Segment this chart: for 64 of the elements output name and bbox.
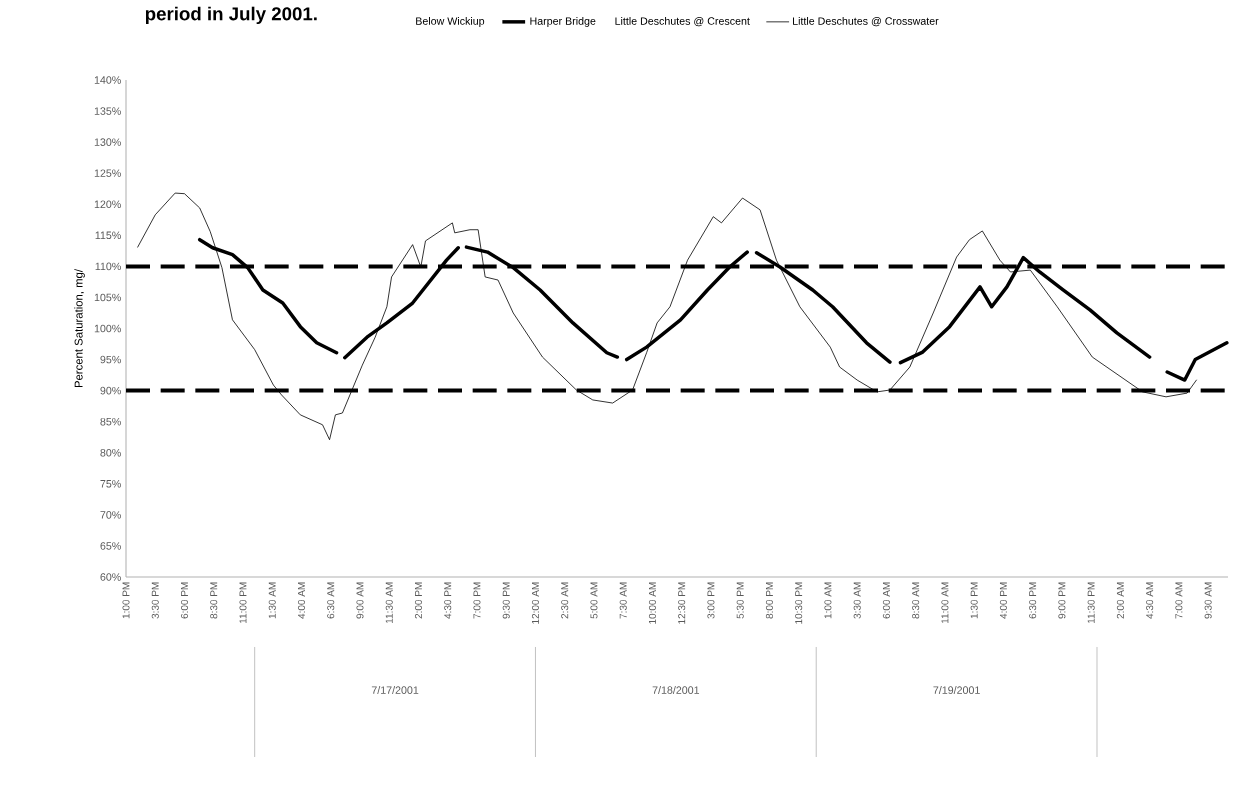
y-axis-title: Percent Saturation, mg/ xyxy=(74,268,85,388)
x-tick-label: 2:00 PM xyxy=(414,582,423,619)
x-tick-label: 6:30 AM xyxy=(327,582,335,619)
x-tick-label: 8:30 AM xyxy=(912,582,920,619)
x-tick-label: 6:00 AM xyxy=(882,582,890,619)
y-tick-label: 135% xyxy=(94,107,121,115)
text: 7/18/2001 xyxy=(652,686,700,694)
x-tick-label: 1:30 AM xyxy=(268,582,276,619)
x-tick-label: 6:00 PM xyxy=(180,582,189,619)
x-tick-label: 3:30 AM xyxy=(853,582,861,619)
x-tick-label: 12:30 PM xyxy=(678,582,686,624)
x-tick-label: 11:30 AM xyxy=(385,582,393,624)
x-tick-label: 4:00 AM xyxy=(297,582,306,619)
x-tick-label: 6:30 PM xyxy=(1029,582,1037,619)
y-tick-label: 90% xyxy=(100,386,121,395)
x-tick-label: 5:30 PM xyxy=(736,582,744,619)
legend-label: Harper Bridge xyxy=(530,16,596,27)
x-tick-label: 4:00 PM xyxy=(999,582,1007,619)
x-tick-label: 9:00 PM xyxy=(1058,582,1066,619)
y-tick-label: 110% xyxy=(95,262,121,271)
x-tick-label: 3:30 PM xyxy=(151,582,159,619)
y-tick-label: 65% xyxy=(100,542,121,550)
y-tick-label: 130% xyxy=(94,138,121,146)
x-tick-label: 5:00 AM xyxy=(590,582,598,619)
y-tick-label: 105% xyxy=(94,293,121,302)
y-tick-label: 75% xyxy=(100,480,121,488)
text: 7/19/2001 xyxy=(933,686,980,694)
x-tick-label: 9:30 PM xyxy=(502,582,510,619)
x-tick-label: 9:00 AM xyxy=(356,582,364,619)
legend-label: Little Deschutes @ Crosswater xyxy=(793,16,939,27)
text: Little Deschutes @ Crescent xyxy=(615,16,750,27)
x-tick-label: 8:00 PM xyxy=(765,582,773,619)
y-tick-label: 60% xyxy=(100,573,121,581)
x-tick-label: 10:00 AM xyxy=(648,582,656,624)
x-tick-label: 11:30 PM xyxy=(1087,582,1095,624)
x-tick-label: 4:30 PM xyxy=(444,582,452,619)
x-tick-label: 1:00 AM xyxy=(824,582,832,619)
x-tick-label: 7:30 AM xyxy=(619,582,627,619)
x-tick-label: 7:00 AM xyxy=(1175,582,1183,619)
x-tick-label: 11:00 AM xyxy=(941,582,949,624)
x-tick-label: 4:30 AM xyxy=(1146,582,1154,619)
y-tick-label: 80% xyxy=(100,448,121,457)
y-tick-label: 120% xyxy=(94,200,121,209)
x-tick-label: 12:00 AM xyxy=(531,582,539,624)
x-tick-label: 1:30 PM xyxy=(970,582,978,619)
x-tick-label: 2:30 AM xyxy=(561,582,569,619)
text: Below Wickiup xyxy=(416,16,485,27)
x-tick-label: 8:30 PM xyxy=(210,582,218,619)
y-tick-label: 70% xyxy=(100,511,121,519)
x-tick-label: 11:00 PM xyxy=(239,582,247,624)
x-tick-label: 3:00 PM xyxy=(707,582,715,619)
x-tick-label: 9:30 AM xyxy=(1204,582,1212,619)
x-tick-label: 10:30 PM xyxy=(795,582,803,624)
y-tick-label: 140% xyxy=(94,76,121,84)
y-tick-label: 85% xyxy=(100,417,121,426)
text: 7/17/2001 xyxy=(371,686,419,694)
y-tick-label: 125% xyxy=(94,169,121,177)
x-tick-label: 1:00 PM xyxy=(122,582,130,619)
chart-title: period in July 2001. xyxy=(145,6,317,25)
x-tick-label: 7:00 PM xyxy=(473,582,481,619)
y-tick-label: 100% xyxy=(94,324,121,333)
x-tick-label: 2:00 AM xyxy=(1116,582,1124,619)
y-tick-label: 95% xyxy=(100,355,121,364)
y-tick-label: 115% xyxy=(95,231,121,240)
